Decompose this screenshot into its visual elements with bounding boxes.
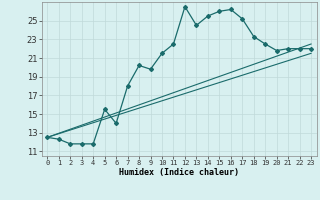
X-axis label: Humidex (Indice chaleur): Humidex (Indice chaleur) (119, 168, 239, 177)
